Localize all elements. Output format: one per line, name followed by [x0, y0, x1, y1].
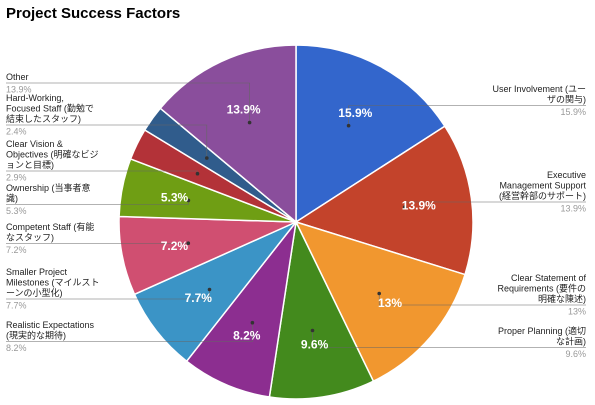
leader-dot	[247, 120, 252, 125]
legend-label: 結束したスタッフ)	[6, 113, 81, 124]
legend-percent: 7.2%	[6, 245, 27, 255]
legend-percent: 2.9%	[6, 173, 27, 183]
slice-value-label: 15.9%	[338, 106, 372, 120]
legend-entry: Hard-Working,Focused Staff (勤勉で結束したスタッフ)…	[6, 93, 94, 137]
legend-label: Hard-Working,	[6, 93, 64, 103]
chart-title: Project Success Factors	[6, 5, 181, 22]
slice-value-label: 13.9%	[227, 103, 261, 117]
legend-label: (現実的な期待)	[6, 330, 66, 341]
legend-label: Management Support	[499, 181, 586, 191]
legend-label: Competent Staff (有能	[6, 221, 94, 232]
slice-value-label: 13%	[378, 296, 402, 310]
leader-dot	[377, 291, 382, 296]
pie-slice	[185, 219, 298, 398]
pie-slice	[268, 219, 375, 400]
pie-slices	[118, 44, 474, 400]
leader-line	[6, 322, 253, 342]
leader-line	[348, 105, 586, 126]
leader-line	[6, 289, 210, 300]
legend-percent: 5.3%	[6, 206, 27, 216]
legend-label: 明確な陳述)	[538, 293, 586, 304]
leader-line	[378, 293, 586, 306]
slice-value-label: 9.6%	[301, 338, 329, 352]
legend-label: Executive	[547, 170, 586, 180]
legend-label: Smaller Project	[6, 267, 68, 277]
leader-dot	[205, 156, 209, 160]
pie-slice	[295, 44, 446, 224]
legend-label: ーンの小型化)	[6, 287, 63, 298]
legend-label: Proper Planning (適切	[498, 325, 586, 336]
leader-dot	[402, 205, 407, 209]
legend-label: ョンと目標)	[6, 159, 54, 170]
legend-label: Objectives (明確なビジ	[6, 149, 99, 160]
leader-dot	[250, 320, 255, 325]
slice-value-label: 13.9%	[402, 198, 436, 212]
slice-value-label: 8.2%	[233, 329, 261, 343]
leader-dot	[207, 287, 212, 292]
legend-label: Clear Vision &	[6, 139, 63, 149]
legend-percent: 7.7%	[6, 301, 27, 311]
slice-labels: 15.9% 13.9% 13% 9.6% 8.2% 7.7% 7.2% 5.3% 13.9%	[161, 103, 436, 352]
leader-dot	[310, 328, 315, 333]
leader-dot	[186, 241, 191, 245]
legend-label: Focused Staff (勤勉で	[6, 103, 94, 114]
legend-percent: 8.2%	[6, 343, 27, 353]
pie-slice	[159, 44, 297, 224]
legend-label: (経営幹部のサポート)	[499, 190, 586, 201]
leader-dot	[195, 171, 200, 176]
slice-value-label: 7.2%	[161, 239, 189, 253]
legend-entry: Realistic Expectations(現実的な期待) 8.2%	[6, 320, 95, 353]
leader-lines	[6, 82, 586, 348]
legend-percent: 15.9%	[560, 107, 586, 117]
legend-percent: 13%	[568, 307, 586, 317]
legend-label: な計画)	[556, 336, 586, 347]
legend-percent: 9.6%	[565, 349, 586, 359]
legend: User Involvement (ユーザの関与)15.9%ExecutiveM…	[6, 72, 586, 359]
leader-line	[6, 124, 208, 159]
leader-line	[312, 330, 586, 348]
legend-percent: 13.9%	[6, 85, 32, 95]
pie-slice	[294, 220, 466, 383]
leader-line	[6, 82, 250, 123]
leader-dot	[186, 198, 191, 203]
leader-dot	[346, 123, 351, 128]
legend-percent: 2.4%	[6, 127, 27, 137]
legend-label: ザの関与)	[547, 95, 586, 105]
legend-label: Clear Statement of	[511, 273, 587, 283]
legend-label: User Involvement (ユー	[492, 84, 586, 94]
legend-label: なスタッフ)	[6, 233, 54, 243]
legend-percent: 13.9%	[560, 204, 586, 214]
legend-label: Ownership (当事者意	[6, 182, 91, 193]
legend-label: Other	[6, 72, 29, 82]
pie-slice	[294, 125, 474, 276]
legend-label: Milestones (マイルスト	[6, 278, 100, 288]
legend-label: Requirements (要件の	[497, 283, 586, 294]
legend-label: Realistic Expectations	[6, 320, 95, 330]
legend-label: 識)	[6, 193, 18, 204]
legend-entry: Other 13.9%	[6, 72, 32, 95]
slice-value-label: 7.7%	[185, 291, 213, 305]
slice-value-label: 5.3%	[161, 191, 189, 205]
